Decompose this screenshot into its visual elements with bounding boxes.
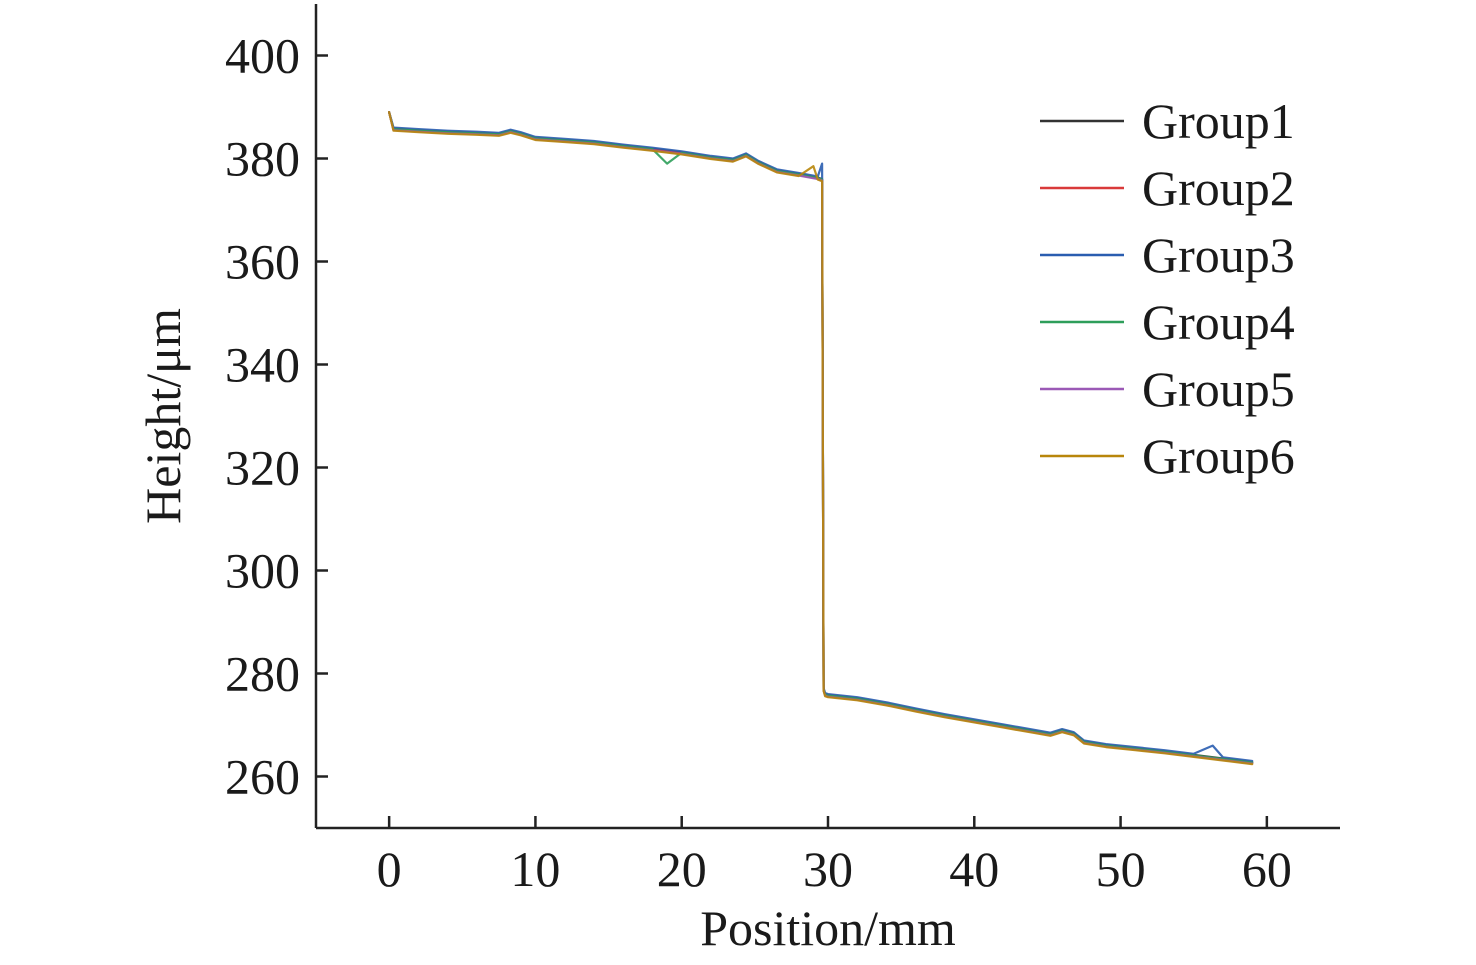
series-line-group2 [388,111,1254,765]
x-tick-label-10: 10 [510,841,560,897]
legend-label-group6: Group6 [1142,428,1295,484]
x-tick-label-20: 20 [657,841,707,897]
y-tick-label-280: 280 [225,646,300,702]
legend-label-group2: Group2 [1142,160,1295,216]
y-tick-label-340: 340 [225,337,300,393]
legend-label-group4: Group4 [1142,294,1295,350]
x-tick-label-40: 40 [949,841,999,897]
series-line-group6 [388,111,1254,766]
x-tick-label-0: 0 [377,841,402,897]
y-axis-title: Height/μm [135,308,191,524]
y-tick-label-260: 260 [225,749,300,805]
legend-label-group5: Group5 [1142,361,1295,417]
x-tick-label-60: 60 [1242,841,1292,897]
x-tick-label-50: 50 [1096,841,1146,897]
legend-label-group3: Group3 [1142,227,1295,283]
legend: Group1 Group2 Group3 Group4 Group5 Group6 [1040,93,1295,484]
series-layer [388,111,1254,766]
x-axis-title: Position/mm [700,900,956,956]
y-tick-label-400: 400 [225,28,300,84]
y-tick-label-300: 300 [225,543,300,599]
legend-label-group1: Group1 [1142,93,1295,149]
y-tick-label-320: 320 [225,440,300,496]
series-line-group4 [388,111,1254,764]
series-line-group1 [388,111,1254,764]
series-line-group5 [388,111,1254,765]
y-tick-label-360: 360 [225,234,300,290]
x-tick-label-30: 30 [803,841,853,897]
series-line-group3 [388,111,1254,763]
ticks-layer: 0 10 20 30 40 50 60 260 280 300 320 340 360 380 400 [225,28,1292,898]
y-tick-label-380: 380 [225,131,300,187]
